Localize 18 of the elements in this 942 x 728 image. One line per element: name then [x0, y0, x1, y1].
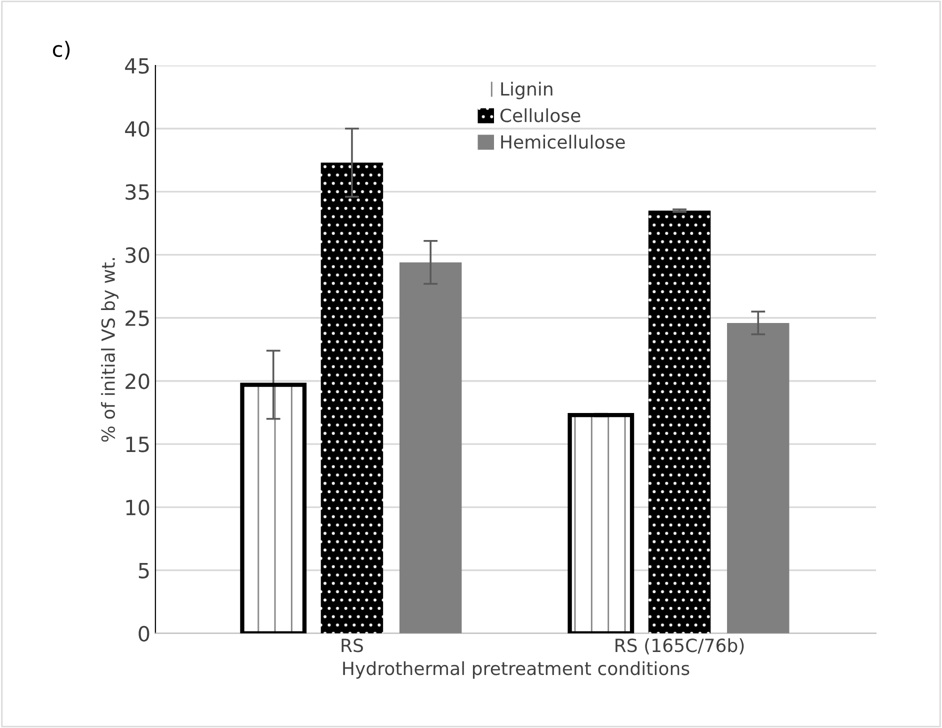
y-tick-label: 45	[125, 58, 149, 74]
y-axis-title: % of initial VS by wt.	[101, 258, 119, 442]
y-tick-label: 20	[126, 373, 150, 390]
y-tick-label: 40	[125, 121, 150, 137]
x-tick-label: RS	[342, 638, 363, 652]
x-axis-title: Hydrothermal pretreatment conditions	[343, 661, 690, 679]
legend-label: Lignin	[501, 82, 552, 100]
y-tick-label: 5	[138, 562, 149, 578]
x-tick-label: RS (165C/76b)	[616, 638, 744, 654]
y-tick-label: 35	[126, 184, 149, 200]
y-tick-label: 25	[126, 310, 149, 326]
legend-label: Cellulose	[500, 108, 580, 122]
y-tick-label: 30	[126, 247, 150, 264]
y-tick-label: 15	[126, 436, 149, 452]
legend-label: Hemicellulose	[501, 134, 625, 149]
y-tick-label: 0	[138, 626, 150, 642]
y-tick-label: 10	[126, 500, 150, 516]
text: c)	[52, 40, 70, 60]
